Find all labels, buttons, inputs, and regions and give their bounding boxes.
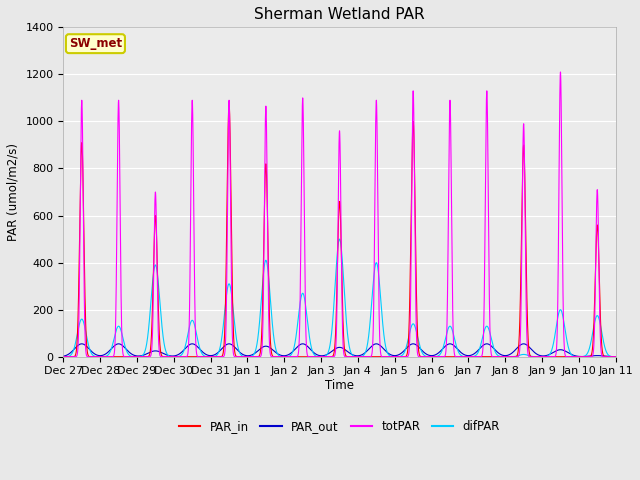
PAR_in	[225, 101, 233, 107]
difPAR	[504, 354, 511, 360]
Line: PAR_out: PAR_out	[63, 344, 616, 357]
totPAR	[475, 354, 483, 360]
PAR_in	[612, 354, 620, 360]
PAR_out	[511, 348, 518, 353]
PAR_out	[490, 345, 497, 351]
Y-axis label: PAR (umol/m2/s): PAR (umol/m2/s)	[7, 143, 20, 241]
PAR_out	[60, 353, 67, 359]
PAR_out	[483, 341, 491, 347]
totPAR	[60, 354, 67, 360]
difPAR	[336, 236, 344, 242]
PAR_in	[511, 354, 518, 360]
PAR_in	[88, 354, 96, 360]
totPAR	[511, 354, 518, 360]
totPAR	[412, 309, 420, 315]
Line: PAR_in: PAR_in	[63, 104, 616, 357]
PAR_in	[490, 354, 497, 360]
Text: SW_met: SW_met	[69, 37, 122, 50]
Line: difPAR: difPAR	[63, 239, 616, 357]
difPAR	[475, 348, 483, 354]
difPAR	[612, 354, 620, 360]
PAR_in	[412, 264, 420, 269]
difPAR	[490, 344, 497, 350]
Legend: PAR_in, PAR_out, totPAR, difPAR: PAR_in, PAR_out, totPAR, difPAR	[174, 415, 505, 438]
X-axis label: Time: Time	[325, 379, 354, 392]
Title: Sherman Wetland PAR: Sherman Wetland PAR	[254, 7, 425, 22]
difPAR	[412, 327, 420, 333]
PAR_out	[412, 342, 420, 348]
PAR_out	[612, 354, 620, 360]
difPAR	[503, 354, 511, 360]
PAR_out	[503, 352, 511, 358]
PAR_out	[475, 347, 483, 353]
PAR_in	[465, 354, 472, 360]
difPAR	[511, 354, 518, 360]
totPAR	[88, 354, 96, 360]
PAR_in	[60, 354, 67, 360]
totPAR	[612, 354, 620, 360]
totPAR	[557, 69, 564, 75]
difPAR	[60, 354, 67, 360]
totPAR	[490, 354, 497, 360]
difPAR	[88, 352, 96, 358]
PAR_in	[504, 354, 511, 360]
totPAR	[503, 354, 511, 360]
Line: totPAR: totPAR	[63, 72, 616, 357]
PAR_out	[88, 349, 96, 355]
PAR_in	[475, 354, 483, 360]
